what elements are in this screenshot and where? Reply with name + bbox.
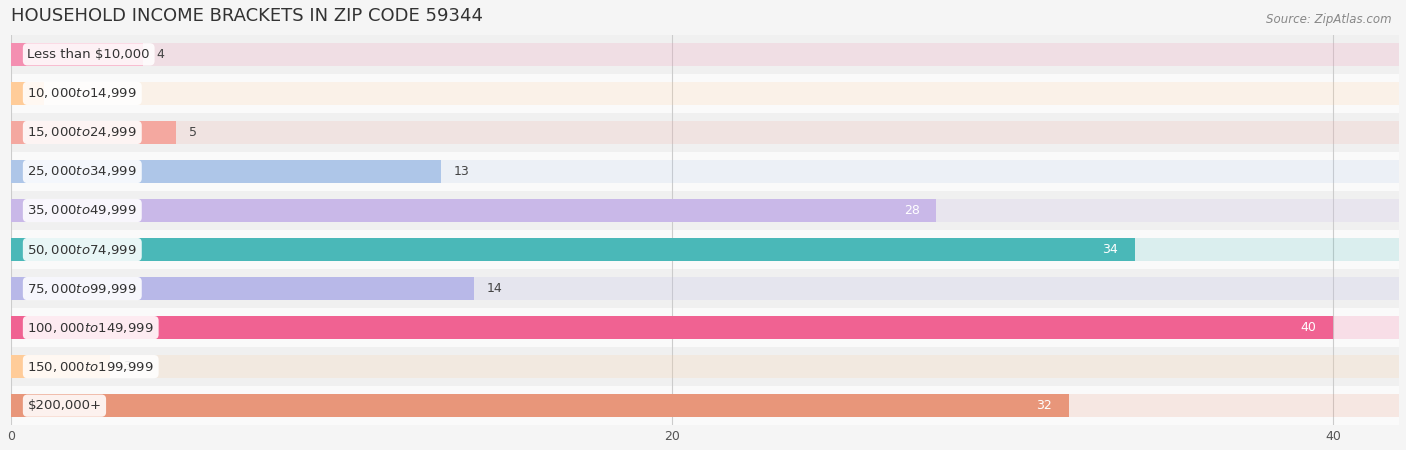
Bar [11, 394, 1069, 418]
Bar [11, 160, 1399, 183]
Bar [11, 277, 474, 300]
Text: 4: 4 [156, 48, 165, 61]
Bar [11, 355, 110, 378]
Bar [11, 238, 1135, 261]
Bar [11, 394, 1399, 418]
Text: 5: 5 [190, 126, 197, 139]
Bar [11, 347, 1399, 386]
Text: $150,000 to $199,999: $150,000 to $199,999 [28, 360, 155, 374]
Text: HOUSEHOLD INCOME BRACKETS IN ZIP CODE 59344: HOUSEHOLD INCOME BRACKETS IN ZIP CODE 59… [11, 7, 482, 25]
Text: 13: 13 [454, 165, 470, 178]
Bar [11, 316, 1399, 339]
Bar [11, 113, 1399, 152]
Text: 3: 3 [124, 360, 131, 373]
Bar [11, 43, 1399, 66]
Text: Less than $10,000: Less than $10,000 [28, 48, 150, 61]
Bar [11, 152, 1399, 191]
Bar [11, 121, 1399, 144]
Bar [11, 238, 1399, 261]
Text: 1: 1 [58, 87, 65, 100]
Bar [11, 191, 1399, 230]
Bar [11, 43, 143, 66]
Text: $50,000 to $74,999: $50,000 to $74,999 [28, 243, 138, 256]
Bar [11, 355, 1399, 378]
Text: $15,000 to $24,999: $15,000 to $24,999 [28, 126, 138, 140]
Text: $100,000 to $149,999: $100,000 to $149,999 [28, 320, 155, 335]
Text: 40: 40 [1301, 321, 1316, 334]
Text: 32: 32 [1036, 399, 1052, 412]
Bar [11, 199, 936, 222]
Text: $25,000 to $34,999: $25,000 to $34,999 [28, 164, 138, 179]
Bar [11, 386, 1399, 425]
Bar [11, 269, 1399, 308]
Bar [11, 199, 1399, 222]
Bar [11, 35, 1399, 74]
Bar [11, 160, 440, 183]
Text: Source: ZipAtlas.com: Source: ZipAtlas.com [1267, 14, 1392, 27]
Text: $200,000+: $200,000+ [28, 399, 101, 412]
Text: 28: 28 [904, 204, 920, 217]
Bar [11, 316, 1333, 339]
Text: $10,000 to $14,999: $10,000 to $14,999 [28, 86, 138, 100]
Text: $75,000 to $99,999: $75,000 to $99,999 [28, 282, 138, 296]
Text: $35,000 to $49,999: $35,000 to $49,999 [28, 203, 138, 217]
Bar [11, 74, 1399, 113]
Bar [11, 230, 1399, 269]
Text: 14: 14 [486, 282, 502, 295]
Bar [11, 82, 1399, 105]
Bar [11, 121, 176, 144]
Bar [11, 277, 1399, 300]
Bar [11, 82, 44, 105]
Text: 34: 34 [1102, 243, 1118, 256]
Bar [11, 308, 1399, 347]
